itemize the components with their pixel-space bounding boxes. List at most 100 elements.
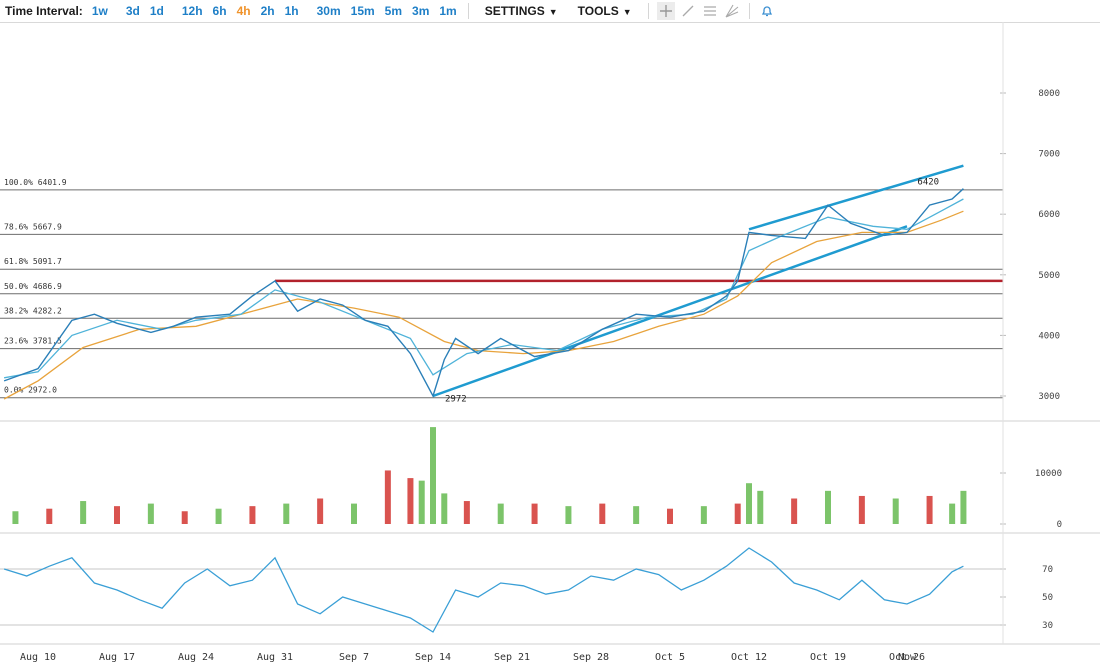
y-tick-label: 3000 <box>1038 392 1060 402</box>
volume-bar <box>757 490 764 524</box>
toolbar-divider <box>748 3 750 19</box>
chevron-down-icon: ▼ <box>622 7 632 17</box>
volume-bar <box>746 483 752 524</box>
fan-icon[interactable] <box>723 2 741 20</box>
x-tick-label: Sep 14 <box>415 652 451 662</box>
fib-level-label: 38.2% 4282.2 <box>4 306 62 315</box>
interval-12h[interactable]: 12h <box>181 4 203 18</box>
volume-bar <box>80 501 87 524</box>
interval-15m[interactable]: 15m <box>350 4 375 18</box>
interval-1h[interactable]: 1h <box>284 4 299 18</box>
tools-menu[interactable]: TOOLS ▼ <box>578 4 632 18</box>
volume-bar <box>283 503 290 524</box>
y-tick-label: 10000 <box>1035 469 1062 479</box>
volume-bar <box>46 508 53 524</box>
volume-bar <box>430 427 436 524</box>
volume-bar <box>181 511 188 524</box>
y-tick-label: 4000 <box>1038 331 1060 341</box>
trendline-icon[interactable] <box>679 2 697 20</box>
fib-level-label: 23.6% 3781.5 <box>4 337 62 346</box>
long-ma-line <box>3 210 964 400</box>
volume-bar <box>599 503 606 524</box>
y-tick-label: 0 <box>1057 520 1062 530</box>
interval-2h[interactable]: 2h <box>260 4 275 18</box>
time-axis: Aug 10 Aug 17 Aug 24 Aug 31 Sep 7 Sep 14 Sep 2… <box>0 22 1100 662</box>
volume-bar <box>249 506 256 524</box>
price-annotation: 2972 <box>445 395 467 405</box>
interval-1d[interactable]: 1d <box>149 4 164 18</box>
tools-label: TOOLS <box>577 4 619 18</box>
fib-level-label: 78.6% 5667.9 <box>4 222 62 231</box>
interval-3d[interactable]: 3d <box>125 4 140 18</box>
price-line <box>3 188 964 398</box>
x-tick-label: Sep 7 <box>339 652 369 662</box>
fib-level-label: 61.8% 5091.7 <box>4 257 62 266</box>
volume-bar <box>12 511 19 524</box>
y-tick-label: 50 <box>1042 593 1053 603</box>
interval-30m[interactable]: 30m <box>316 4 341 18</box>
x-tick-label: Oct 12 <box>731 652 767 662</box>
volume-panel: 0 10000 <box>0 420 1100 530</box>
y-tick-label: 70 <box>1042 565 1053 575</box>
volume-bar <box>407 478 414 524</box>
volume-bar <box>418 480 425 524</box>
time-interval-label: Time Interval: <box>5 4 83 18</box>
volume-bar <box>441 493 448 524</box>
fib-retracement-icon[interactable] <box>701 2 719 20</box>
alert-bell-icon[interactable] <box>758 2 776 20</box>
volume-bar <box>791 498 798 524</box>
volume-bar <box>147 503 154 524</box>
volume-bar <box>531 503 538 524</box>
x-tick-label: Oct 26 <box>889 652 925 662</box>
fib-level-label: 0.0% 2972.0 <box>4 386 57 395</box>
toolbar-divider <box>467 3 469 19</box>
volume-bar <box>858 495 865 524</box>
volume-bar <box>384 470 391 524</box>
volume-bar <box>317 498 324 524</box>
crosshair-icon[interactable] <box>656 2 675 20</box>
interval-1m[interactable]: 1m <box>439 4 457 18</box>
x-tick-label: Sep 21 <box>494 652 530 662</box>
x-tick-label: Now <box>898 652 917 662</box>
price-panel: 3000 4000 5000 6000 7000 8000 100.0% 6401.9 78.… <box>0 89 1060 405</box>
y-tick-label: 6000 <box>1038 210 1060 220</box>
chevron-down-icon: ▼ <box>548 7 558 17</box>
volume-bar <box>497 503 504 524</box>
x-tick-label: Oct 19 <box>810 652 846 662</box>
volume-bar <box>825 490 831 524</box>
interval-3m[interactable]: 3m <box>412 4 430 18</box>
volume-bar <box>949 503 956 524</box>
chart-toolbar: Time Interval: 1w 3d 1d 12h 6h 4h 2h 1h … <box>0 0 1100 23</box>
x-tick-label: Sep 28 <box>573 652 609 662</box>
volume-bar <box>926 495 933 524</box>
rsi-panel: 30 50 70 <box>0 532 1100 633</box>
price-annotation: 6420 <box>917 178 939 188</box>
volume-bar <box>565 506 572 524</box>
fib-level-label: 50.0% 4686.9 <box>4 282 62 291</box>
settings-menu[interactable]: SETTINGS ▼ <box>485 4 558 18</box>
channel-lower-line <box>432 225 908 398</box>
y-tick-label: 7000 <box>1038 150 1060 160</box>
volume-bar <box>351 503 357 524</box>
volume-bar <box>700 506 707 524</box>
volume-bar <box>114 506 120 524</box>
interval-4h[interactable]: 4h <box>236 4 251 18</box>
volume-bar <box>667 508 673 524</box>
rsi-line <box>3 547 964 633</box>
x-tick-label: Aug 31 <box>257 652 293 662</box>
volume-bar <box>463 501 470 524</box>
volume-bar <box>215 508 222 524</box>
interval-5m[interactable]: 5m <box>384 4 403 18</box>
x-tick-label: Aug 17 <box>99 652 135 662</box>
volume-bar <box>734 503 741 524</box>
interval-6h[interactable]: 6h <box>212 4 227 18</box>
interval-1w[interactable]: 1w <box>91 4 108 18</box>
volume-bar <box>960 490 967 524</box>
y-tick-label: 5000 <box>1038 271 1060 281</box>
x-tick-label: Oct 5 <box>655 652 685 662</box>
toolbar-divider <box>647 3 649 19</box>
channel-upper-line <box>748 164 964 231</box>
fib-level-label: 100.0% 6401.9 <box>4 178 67 187</box>
y-tick-label: 30 <box>1042 621 1053 631</box>
